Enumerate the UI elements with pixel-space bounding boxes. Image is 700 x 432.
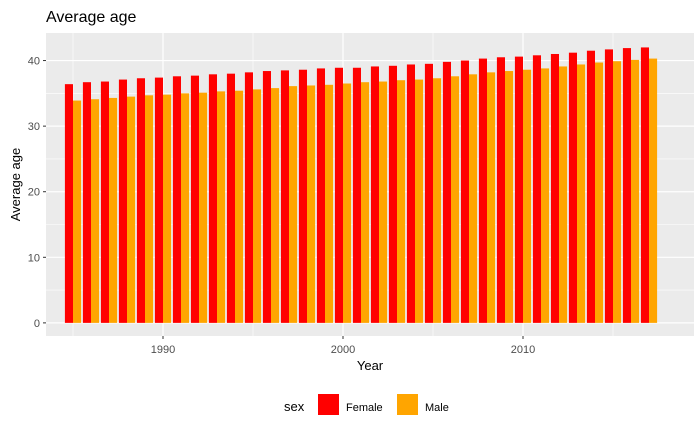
bar-male-1996 bbox=[271, 88, 280, 323]
bar-male-1994 bbox=[235, 90, 244, 323]
bar-male-1998 bbox=[307, 85, 316, 323]
bar-female-1991 bbox=[172, 76, 181, 323]
bar-male-1991 bbox=[181, 93, 190, 323]
x-tick-label: 2010 bbox=[511, 344, 535, 356]
bar-female-2006 bbox=[442, 61, 451, 323]
x-tick-label: 2000 bbox=[331, 344, 355, 356]
bar-male-2009 bbox=[505, 71, 514, 323]
bar-male-2011 bbox=[541, 68, 550, 323]
bar-male-1990 bbox=[163, 94, 172, 323]
bar-female-1989 bbox=[136, 78, 145, 323]
legend-key-male bbox=[397, 394, 418, 415]
bar-female-1998 bbox=[298, 69, 307, 323]
bar-female-1993 bbox=[208, 74, 217, 323]
legend-title: sex bbox=[284, 399, 305, 414]
bar-female-2004 bbox=[406, 64, 415, 323]
bar-male-2007 bbox=[469, 74, 478, 323]
bar-male-2005 bbox=[433, 78, 442, 323]
bar-female-2016 bbox=[622, 48, 631, 323]
x-axis-title: Year bbox=[357, 358, 384, 373]
bar-female-1986 bbox=[82, 82, 91, 323]
bar-male-2016 bbox=[631, 59, 640, 323]
bar-male-2017 bbox=[649, 58, 658, 323]
bar-male-1999 bbox=[325, 84, 334, 323]
bar-male-1986 bbox=[91, 99, 100, 323]
bar-male-2015 bbox=[613, 61, 622, 323]
bar-female-1996 bbox=[262, 71, 271, 323]
bar-female-2001 bbox=[352, 67, 361, 323]
y-tick-label: 0 bbox=[34, 318, 40, 330]
bar-male-2003 bbox=[397, 80, 406, 323]
x-tick-label: 1990 bbox=[151, 344, 175, 356]
bar-male-1985 bbox=[73, 100, 82, 323]
bar-female-2014 bbox=[586, 50, 595, 323]
bar-male-1995 bbox=[253, 89, 262, 323]
bar-female-2008 bbox=[478, 58, 487, 323]
legend-key-female bbox=[318, 394, 339, 415]
legend: sex Female Male bbox=[284, 394, 449, 415]
bar-male-1997 bbox=[289, 86, 298, 323]
bar-male-2001 bbox=[361, 82, 370, 323]
bar-female-2010 bbox=[514, 56, 523, 323]
bar-female-2015 bbox=[604, 49, 613, 323]
y-tick-label: 40 bbox=[28, 56, 40, 68]
bar-male-1988 bbox=[127, 96, 136, 323]
bar-male-2013 bbox=[577, 64, 586, 323]
y-axis: 0 10 20 30 40 bbox=[28, 56, 46, 330]
legend-label-male: Male bbox=[425, 402, 449, 414]
bar-female-1985 bbox=[64, 84, 73, 323]
bar-male-2012 bbox=[559, 66, 568, 323]
bar-male-2014 bbox=[595, 62, 604, 323]
bar-male-1992 bbox=[199, 92, 208, 323]
bar-female-1995 bbox=[244, 72, 253, 323]
bar-female-1999 bbox=[316, 68, 325, 323]
x-axis: 1990 2000 2010 bbox=[151, 336, 535, 356]
bar-female-1987 bbox=[100, 81, 109, 323]
bar-female-2005 bbox=[424, 63, 433, 323]
y-tick-label: 30 bbox=[28, 121, 40, 133]
bar-female-2007 bbox=[460, 60, 469, 323]
bar-male-1987 bbox=[109, 97, 118, 323]
bar-male-2002 bbox=[379, 81, 388, 323]
y-axis-title: Average age bbox=[8, 148, 23, 222]
bar-male-1989 bbox=[145, 95, 154, 323]
y-tick-label: 10 bbox=[28, 252, 40, 264]
bar-male-2006 bbox=[451, 76, 460, 323]
bar-female-1992 bbox=[190, 75, 199, 323]
bar-male-1993 bbox=[217, 91, 226, 323]
bar-female-1988 bbox=[118, 79, 127, 323]
bar-female-2013 bbox=[568, 52, 577, 323]
bar-male-2000 bbox=[343, 83, 352, 323]
bar-female-2003 bbox=[388, 65, 397, 323]
bar-female-1994 bbox=[226, 73, 235, 323]
bar-female-2012 bbox=[550, 53, 559, 323]
bar-female-2011 bbox=[532, 55, 541, 323]
bar-female-2009 bbox=[496, 57, 505, 323]
bar-female-2017 bbox=[640, 47, 649, 323]
bar-female-1990 bbox=[154, 77, 163, 323]
bar-female-1997 bbox=[280, 70, 289, 323]
bar-male-2010 bbox=[523, 69, 532, 323]
plot-panel bbox=[46, 33, 694, 336]
bar-male-2004 bbox=[415, 79, 424, 323]
bars bbox=[64, 47, 658, 323]
bar-female-2002 bbox=[370, 66, 379, 323]
bar-male-2008 bbox=[487, 72, 496, 323]
chart-title: Average age bbox=[46, 9, 137, 26]
legend-label-female: Female bbox=[346, 402, 383, 414]
bar-female-2000 bbox=[334, 67, 343, 323]
y-tick-label: 20 bbox=[28, 187, 40, 199]
